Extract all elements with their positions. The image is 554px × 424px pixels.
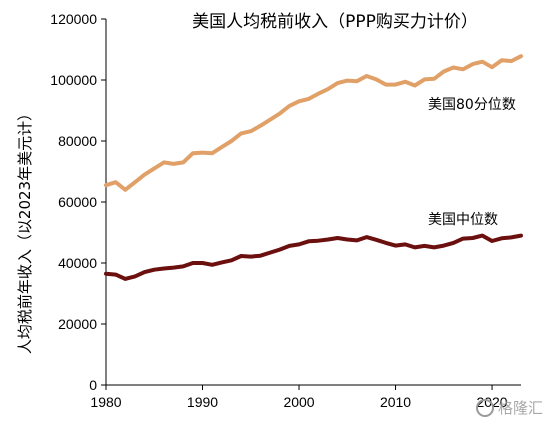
series-layer [104,54,523,281]
axes: 0 20000 40000 60000 80000 100000 120000 1980 199… [50,11,521,410]
y-tick-label: 20000 [58,316,97,332]
x-tick-label: 1980 [90,394,121,410]
x-tick-label: 2020 [476,394,507,410]
y-tick-label: 0 [89,377,97,393]
y-tick-label: 100000 [50,72,97,88]
series-line-0 [104,54,523,192]
x-tick-label: 2000 [283,394,314,410]
y-axis-label: 人均税前年收入（以2023年美元计） [16,106,34,354]
y-tick-label: 120000 [50,11,97,27]
watermark-text: 格隆汇 [498,399,543,417]
series-label-1: 美国中位数 [428,212,498,228]
y-tick-label: 60000 [58,194,97,210]
series-label-0: 美国80分位数 [428,97,516,113]
series-line-1 [104,233,523,281]
x-tick-label: 1990 [187,394,218,410]
watermark: 格隆汇 [476,399,543,417]
y-tick-label: 40000 [58,255,97,271]
chart-title: 美国人均税前收入（PPP购买力计价） [192,12,478,32]
y-tick-label: 80000 [58,133,97,149]
x-tick-label: 2010 [380,394,411,410]
watermark-logo-icon [476,399,494,417]
